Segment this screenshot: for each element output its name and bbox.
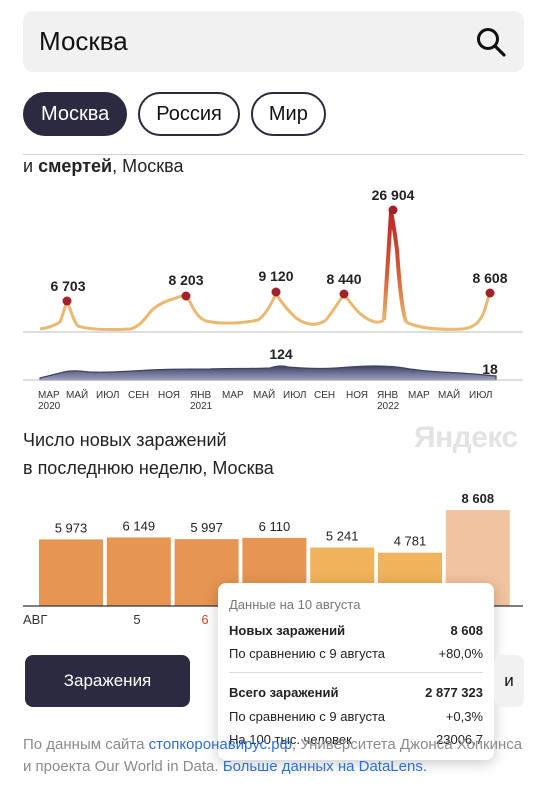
peak-label-1: 6 703 bbox=[50, 278, 85, 294]
week-bar-label: 8 608 bbox=[462, 491, 495, 506]
x-tick: ИЮЛ bbox=[96, 390, 119, 401]
deaths-label-last: 18 bbox=[482, 361, 498, 377]
tab-world[interactable]: Мир bbox=[250, 92, 326, 136]
cases-line bbox=[39, 292, 385, 332]
peak-label-5: 26 904 bbox=[372, 187, 415, 203]
week-bar[interactable] bbox=[106, 537, 171, 606]
x-tick: ИЮЛ bbox=[283, 390, 306, 401]
week-bar-label: 5 997 bbox=[190, 520, 223, 535]
x-tick: СЕН bbox=[128, 390, 149, 401]
week-bar[interactable] bbox=[39, 539, 103, 606]
peak-label-2: 8 203 bbox=[168, 272, 203, 288]
source-link-stopcoronavirus[interactable]: стопкоронавирус.рф bbox=[148, 736, 292, 753]
week-x-tick: АВГ bbox=[23, 612, 47, 627]
tooltip-total-compare: По сравнению с 9 августа +0,3% bbox=[229, 709, 483, 724]
datalens-link[interactable]: Больше данных на DataLens. bbox=[222, 758, 428, 775]
weekly-chart-title: Число новых заражений в последнюю неделю… bbox=[23, 430, 274, 478]
peak-marker-4 bbox=[339, 289, 349, 299]
week-bar-label: 5 973 bbox=[55, 520, 88, 535]
data-tooltip: Данные на 10 августа Новых заражений 8 60… bbox=[218, 583, 494, 760]
x-tick-year: 2021 bbox=[190, 401, 213, 412]
x-tick-year: 2022 bbox=[377, 401, 400, 412]
second-metric-button[interactable]: и bbox=[494, 655, 524, 707]
peak-label-4: 8 440 bbox=[326, 271, 361, 287]
x-tick: ЯНВ bbox=[377, 390, 398, 401]
week-x-tick: 5 bbox=[133, 612, 140, 627]
x-tick: МАЙ bbox=[253, 388, 275, 401]
peak-marker-6 bbox=[485, 288, 495, 298]
search-icon[interactable] bbox=[474, 25, 508, 59]
x-tick: МАР bbox=[408, 390, 430, 401]
tab-russia[interactable]: Россия bbox=[138, 92, 240, 136]
week-bar-label: 5 241 bbox=[326, 529, 359, 544]
tooltip-per-100k: На 100 тыс. человек 23006,7 bbox=[229, 732, 483, 747]
x-tick: НОЯ bbox=[346, 390, 368, 401]
search-input[interactable]: Москва bbox=[39, 26, 128, 56]
x-tick: МАР bbox=[38, 390, 60, 401]
tooltip-total: Всего заражений 2 877 323 bbox=[229, 685, 483, 700]
cases-line-tail bbox=[405, 292, 492, 331]
daily-chart-title: и смертей, Москва bbox=[23, 156, 184, 176]
infections-button[interactable]: Заражения bbox=[25, 655, 190, 707]
peak-marker-2 bbox=[181, 291, 191, 301]
x-tick: МАЙ bbox=[438, 388, 460, 401]
x-tick: СЕН bbox=[314, 390, 335, 401]
tab-moscow[interactable]: Москва bbox=[23, 92, 128, 136]
peak-label-6: 8 608 bbox=[472, 270, 507, 286]
x-tick-year: 2020 bbox=[38, 401, 61, 412]
x-tick: НОЯ bbox=[158, 390, 180, 401]
tooltip-new-cases: Новых заражений 8 608 bbox=[229, 623, 483, 638]
peak-marker-5 bbox=[388, 205, 398, 215]
deaths-label-max: 124 bbox=[269, 346, 293, 362]
search-bar[interactable]: Москва bbox=[23, 11, 524, 72]
yandex-watermark: Яндекс bbox=[414, 421, 518, 454]
week-bar-label: 6 110 bbox=[259, 519, 291, 534]
tooltip-date: Данные на 10 августа bbox=[229, 597, 361, 612]
source-note: По данным сайта стопкоронавирус.рф, Унив… bbox=[23, 736, 523, 775]
peak-marker-3 bbox=[271, 287, 281, 297]
week-bar-label: 6 149 bbox=[123, 518, 156, 533]
tooltip-new-cases-compare: По сравнению с 9 августа +80,0% bbox=[229, 646, 483, 661]
tooltip-divider bbox=[229, 672, 483, 673]
region-tabs: Москва Россия Мир bbox=[23, 92, 326, 136]
x-tick: ИЮЛ bbox=[469, 390, 492, 401]
divider bbox=[23, 154, 523, 155]
week-bar-label: 4 781 bbox=[394, 534, 427, 549]
x-tick: МАЙ bbox=[66, 388, 88, 401]
week-x-tick-highlight: 6 bbox=[201, 612, 208, 627]
deaths-area bbox=[39, 365, 497, 381]
x-tick: МАР bbox=[222, 390, 244, 401]
daily-cases-chart[interactable]: 6 703 8 203 9 120 8 440 26 904 8 608 124… bbox=[0, 170, 546, 415]
peak-marker-1 bbox=[62, 296, 72, 306]
x-tick: ЯНВ bbox=[190, 390, 211, 401]
x-axis: МАР 2020 МАЙ ИЮЛ СЕН НОЯ ЯНВ 2021 МАР МА… bbox=[38, 388, 492, 412]
peak-label-3: 9 120 bbox=[258, 268, 293, 284]
omicron-spike bbox=[382, 210, 408, 323]
